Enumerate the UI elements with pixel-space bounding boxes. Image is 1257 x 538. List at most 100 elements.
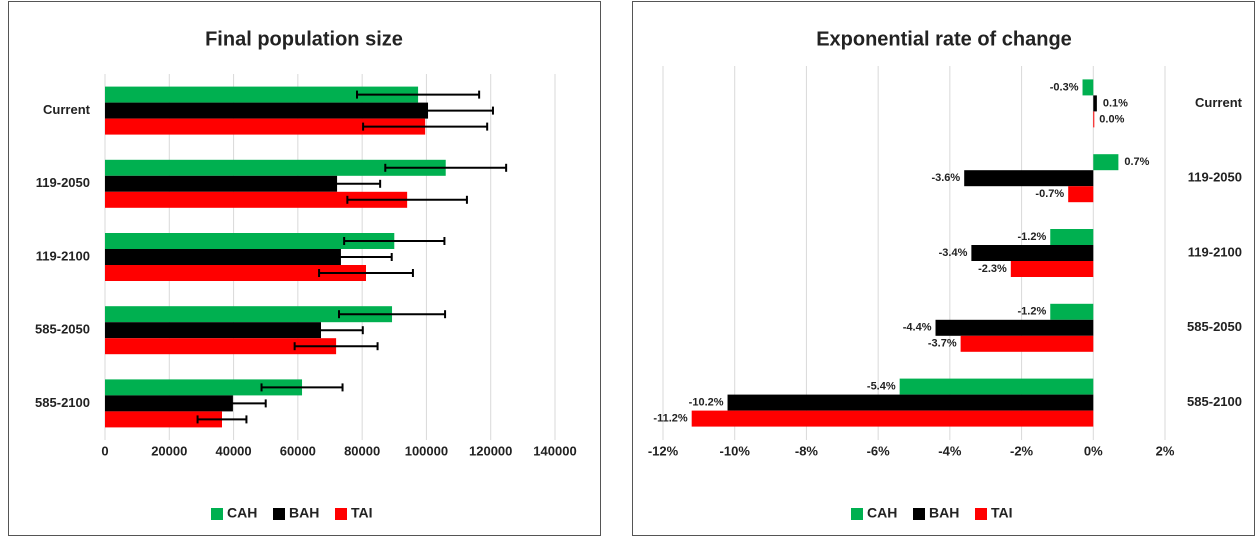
panel-border — [632, 1, 1255, 536]
error-bar — [199, 399, 267, 408]
data-label: 0.0% — [1099, 113, 1124, 125]
x-tick-label: 100000 — [405, 443, 448, 458]
legend-swatch — [975, 508, 987, 520]
chart-title: Final population size — [205, 28, 403, 50]
data-label: -3.4% — [939, 247, 968, 259]
x-tick-label: -2% — [1010, 443, 1034, 458]
error-bar — [318, 269, 414, 277]
bar — [1093, 95, 1097, 112]
data-label: -3.6% — [931, 172, 960, 184]
bar — [105, 102, 429, 119]
chart-title: Exponential rate of change — [816, 28, 1072, 50]
bar — [105, 118, 426, 135]
data-label: 0.1% — [1103, 97, 1128, 109]
bar — [727, 394, 1094, 411]
y-tick-label: 585-2100 — [35, 395, 90, 410]
bar — [105, 249, 341, 265]
legend-label: CAH — [227, 505, 257, 521]
x-tick-label: -10% — [720, 443, 751, 458]
y-tick-label: 585-2100 — [1187, 394, 1242, 409]
y-tick-label: 119-2050 — [1188, 170, 1242, 185]
bar — [935, 319, 1094, 336]
x-tick-label: 40000 — [215, 443, 251, 458]
x-tick-label: 0 — [101, 443, 108, 458]
bar — [105, 379, 303, 396]
legend-label: CAH — [867, 505, 897, 521]
bar — [1068, 186, 1094, 203]
bar — [105, 86, 419, 103]
data-label: -5.4% — [867, 381, 896, 393]
bar — [971, 245, 1094, 261]
bar — [105, 175, 338, 192]
data-label: -0.3% — [1050, 81, 1079, 93]
x-tick-label: 20000 — [151, 443, 187, 458]
legend-swatch — [851, 508, 863, 520]
bar — [1050, 229, 1094, 245]
x-tick-label: 80000 — [344, 443, 380, 458]
data-label: -10.2% — [689, 397, 724, 409]
x-tick-label: 60000 — [280, 443, 316, 458]
x-tick-label: -6% — [867, 443, 891, 458]
x-tick-label: 0% — [1084, 443, 1103, 458]
bar — [105, 233, 395, 249]
data-label: -1.2% — [1018, 231, 1047, 243]
bar — [1093, 154, 1119, 171]
legend-label: BAH — [289, 505, 319, 521]
x-tick-label: 140000 — [533, 443, 576, 458]
legend-swatch — [335, 508, 347, 520]
bar — [1010, 261, 1094, 277]
bar — [691, 410, 1094, 427]
y-tick-label: 119-2100 — [1188, 244, 1242, 259]
panel-border — [8, 1, 601, 536]
error-bar — [356, 90, 481, 99]
legend-swatch — [211, 508, 223, 520]
y-tick-label: 585-2050 — [1187, 319, 1242, 334]
error-bar — [278, 326, 364, 335]
bar — [105, 306, 393, 323]
bar — [1082, 79, 1094, 96]
y-tick-label: 585-2050 — [35, 322, 90, 337]
bar — [1050, 303, 1094, 320]
legend-swatch — [273, 508, 285, 520]
data-label: -3.7% — [928, 338, 957, 350]
y-tick-label: Current — [43, 102, 91, 117]
x-tick-label: 2% — [1156, 443, 1175, 458]
bar — [105, 338, 337, 355]
error-bar — [196, 415, 248, 424]
x-tick-label: -4% — [938, 443, 962, 458]
legend-swatch — [913, 508, 925, 520]
legend-label: BAH — [929, 505, 959, 521]
data-label: 0.7% — [1124, 156, 1149, 168]
bar — [1093, 111, 1095, 128]
y-tick-label: 119-2100 — [36, 248, 90, 263]
bar — [899, 378, 1094, 395]
y-tick-label: Current — [1195, 95, 1243, 110]
data-label: -2.3% — [978, 263, 1007, 275]
error-bar — [338, 310, 447, 319]
x-tick-label: 120000 — [469, 443, 512, 458]
bar — [105, 265, 366, 281]
legend-label: TAI — [351, 505, 373, 521]
x-tick-label: -12% — [648, 443, 679, 458]
bar — [105, 191, 408, 208]
data-label: -1.2% — [1018, 306, 1047, 318]
error-bar — [293, 179, 382, 188]
bar — [105, 411, 222, 428]
error-bar — [384, 163, 508, 172]
error-bar — [362, 122, 489, 131]
error-bar — [260, 383, 344, 392]
data-label: -11.2% — [653, 413, 687, 425]
data-label: -4.4% — [903, 322, 932, 334]
x-tick-label: -8% — [795, 443, 819, 458]
bar — [964, 170, 1094, 187]
bar — [105, 159, 446, 176]
bar — [105, 322, 321, 339]
error-bar — [293, 342, 379, 351]
error-bar — [343, 237, 446, 245]
y-tick-label: 119-2050 — [36, 175, 90, 190]
error-bar — [346, 195, 468, 204]
bar — [960, 335, 1094, 352]
error-bar — [289, 253, 393, 261]
